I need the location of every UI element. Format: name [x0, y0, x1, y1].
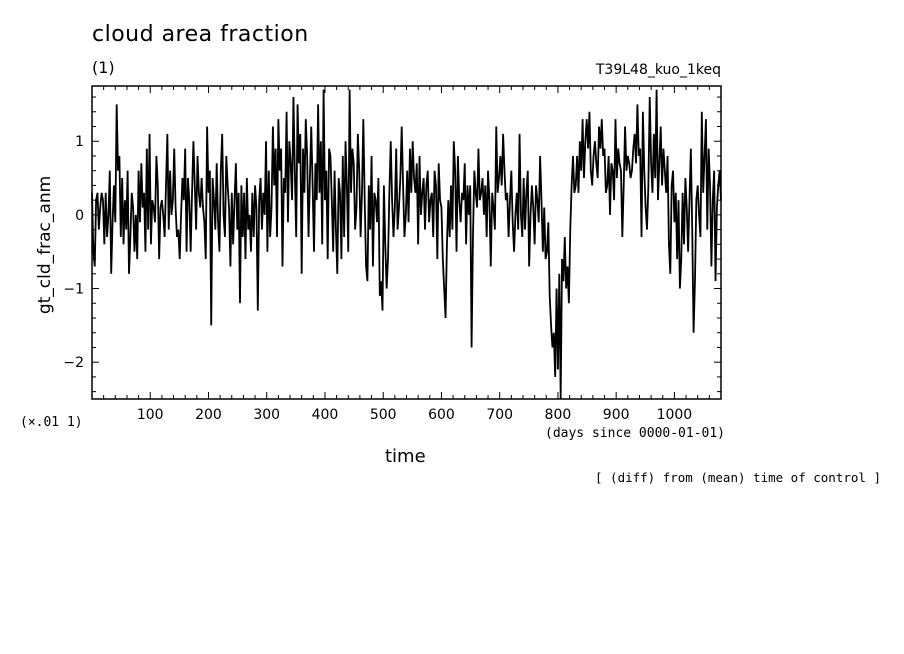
footer-note: [ (diff) from (mean) time of control ]	[595, 470, 881, 485]
y-tick-label: 0	[75, 208, 84, 224]
x-tick-label: 300	[253, 407, 280, 423]
y-scale-note: (×.01 1)	[20, 415, 83, 430]
x-tick-label: 200	[195, 407, 222, 423]
run-name: T39L48_kuo_1keq	[595, 62, 721, 78]
x-tick-label: 500	[370, 407, 397, 423]
ticks-layer: 100 200 300 400 500 600 700 800 900 1000 −2 −1 0 1	[63, 86, 721, 423]
y-tick-label: −1	[63, 282, 84, 298]
x-tick-label: 700	[486, 407, 513, 423]
x-axis-unit: (days since 0000-01-01)	[545, 426, 726, 441]
x-axis-label: time	[385, 446, 426, 467]
chart-unit: (1)	[92, 58, 115, 77]
x-tick-label: 800	[545, 407, 572, 423]
x-tick-label: 600	[428, 407, 455, 423]
y-tick-label: 1	[75, 134, 84, 150]
x-tick-label: 900	[603, 407, 630, 423]
x-tick-label: 400	[312, 407, 339, 423]
y-tick-label: −2	[63, 355, 84, 371]
x-tick-label: 1000	[657, 407, 693, 423]
x-tick-label: 100	[137, 407, 164, 423]
chart-title: cloud area fraction	[92, 22, 309, 47]
series-layer	[91, 89, 722, 400]
series-line	[91, 89, 722, 400]
plot-frame	[91, 85, 722, 400]
